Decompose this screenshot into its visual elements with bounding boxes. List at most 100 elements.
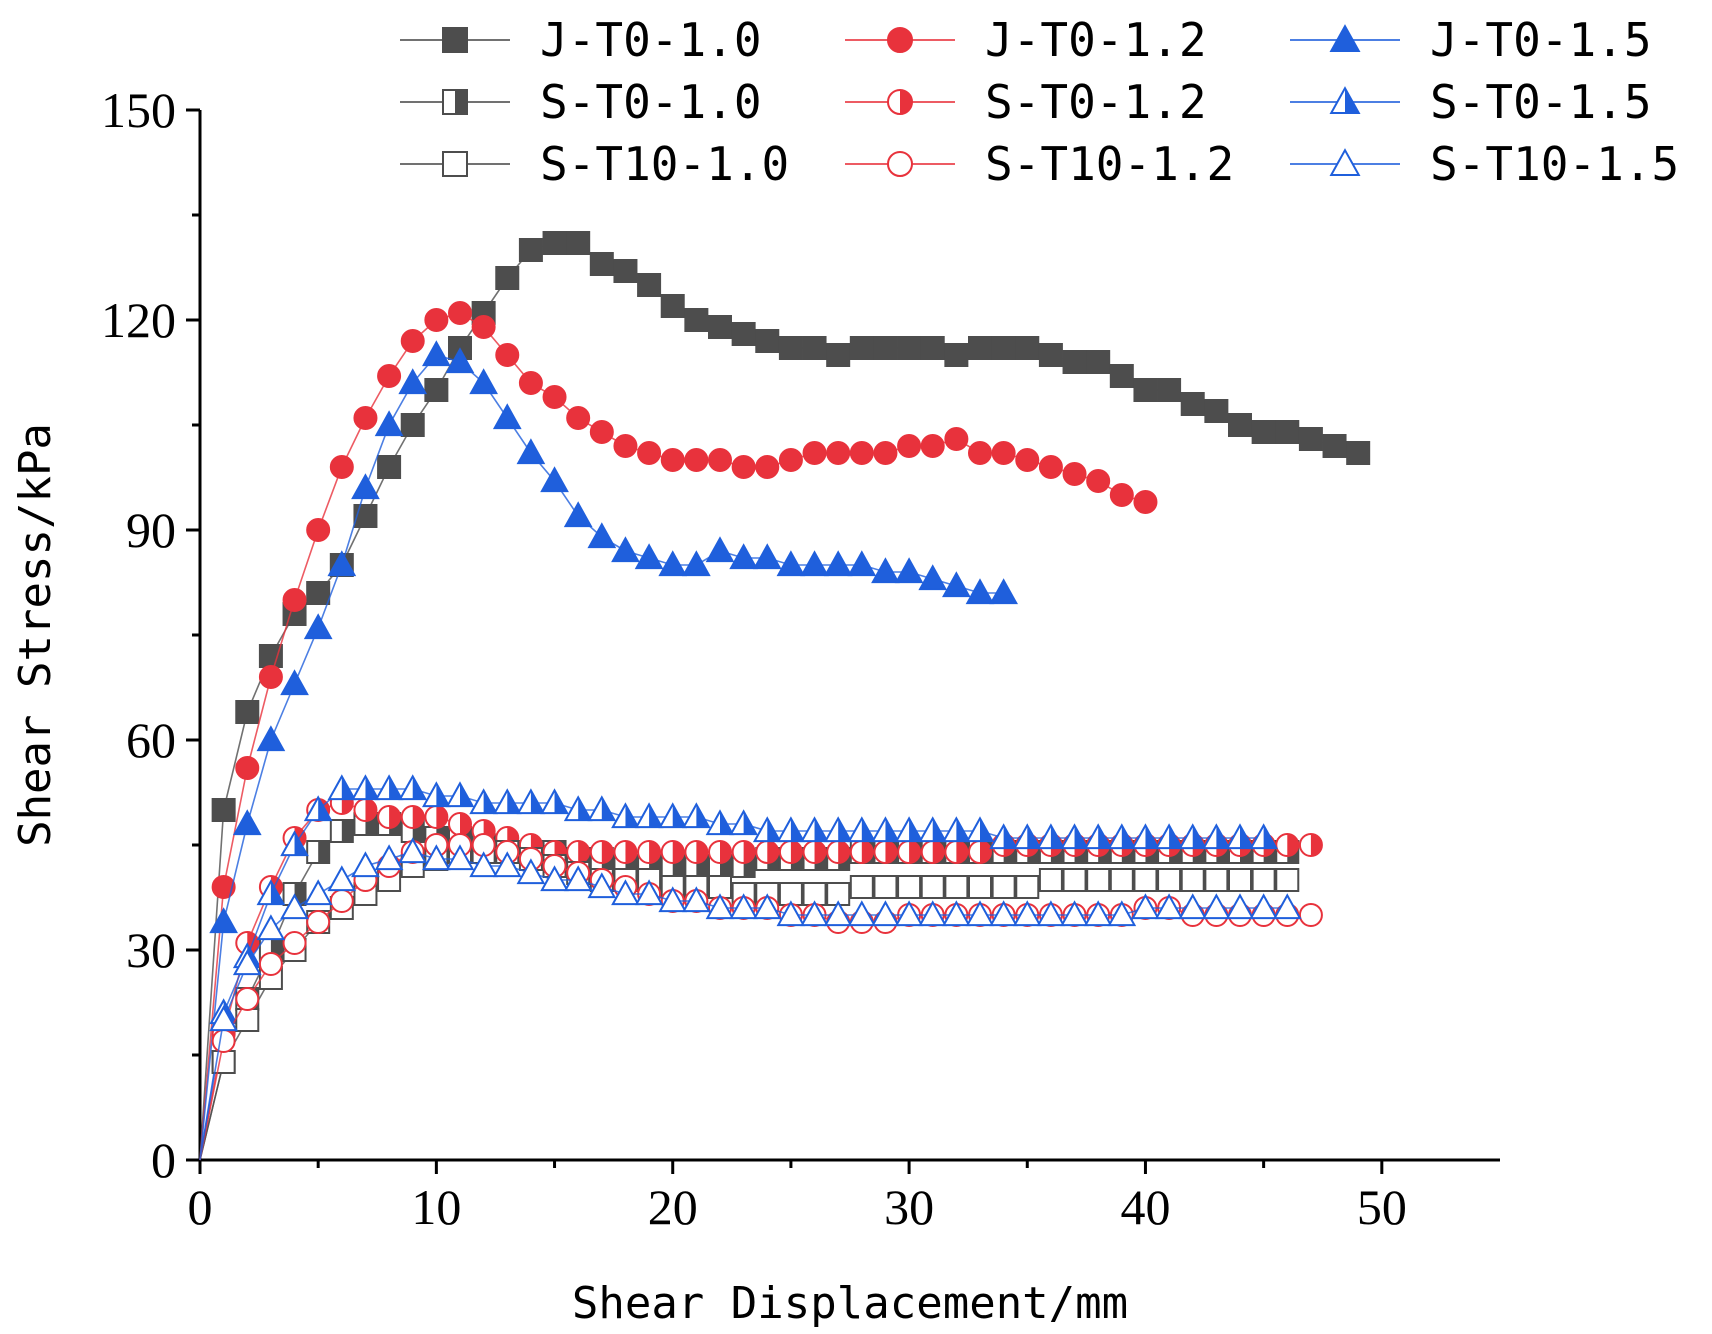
data-point-half	[909, 841, 921, 863]
data-point	[563, 865, 593, 892]
data-point	[495, 266, 520, 290]
legend-item: S-T0-1.0	[400, 75, 762, 129]
data-point	[400, 329, 425, 353]
data-point	[280, 669, 309, 696]
data-point	[1275, 420, 1300, 444]
data-point	[778, 336, 803, 360]
legend-label: J-T0-1.2	[985, 13, 1207, 67]
legend: J-T0-1.0 J-T0-1.2 J-T0-1.5 S-T0-1.0 S-T0-1.2…	[400, 13, 1679, 191]
data-point	[445, 347, 475, 374]
data-point	[1204, 399, 1229, 423]
data-point-half	[578, 841, 590, 863]
data-point	[209, 907, 238, 934]
data-point	[871, 900, 900, 927]
data-point	[1062, 868, 1087, 892]
data-point	[353, 504, 378, 528]
data-point	[1036, 900, 1066, 927]
legend-marker-half	[455, 90, 467, 114]
data-point	[1109, 868, 1134, 892]
data-point-half	[980, 818, 993, 842]
legend-item: J-T0-1.2	[845, 13, 1207, 67]
legend-marker-half	[900, 90, 912, 114]
data-point	[235, 756, 260, 780]
data-point-half	[365, 799, 377, 821]
data-point	[1107, 900, 1137, 927]
data-point	[991, 336, 1016, 360]
data-point	[708, 315, 732, 339]
data-point	[660, 448, 685, 472]
data-point	[849, 336, 874, 360]
data-point	[968, 441, 992, 465]
data-point-half	[341, 776, 355, 800]
data-point-half	[743, 811, 757, 835]
data-point	[235, 987, 260, 1011]
data-point	[424, 308, 449, 332]
data-point-half	[767, 841, 779, 863]
data-point	[918, 564, 948, 591]
data-point	[968, 875, 992, 899]
data-point-half	[365, 776, 379, 800]
x-axis-title: Shear Displacement/mm	[572, 1278, 1128, 1329]
data-point-half	[1287, 834, 1299, 856]
data-point	[1249, 893, 1278, 920]
data-point	[351, 851, 380, 878]
data-point	[944, 875, 969, 899]
legend-marker	[1329, 148, 1361, 177]
legend-label: J-T0-1.0	[540, 13, 762, 67]
data-point	[873, 336, 898, 360]
data-point	[1154, 893, 1184, 920]
data-point	[778, 448, 803, 472]
data-point	[1086, 469, 1111, 493]
data-point	[492, 851, 522, 878]
data-point-half	[460, 783, 473, 807]
data-point	[542, 385, 567, 409]
y-axis-title: Shear Stress/kPa	[10, 423, 61, 847]
series-S-T0-1.5	[199, 774, 1278, 1161]
data-point	[942, 571, 971, 598]
legend-label: J-T0-1.5	[1430, 13, 1652, 67]
data-point	[303, 879, 333, 906]
data-point	[944, 427, 969, 451]
data-point-half	[861, 818, 875, 842]
data-point	[1251, 420, 1276, 444]
data-point-half	[507, 790, 520, 814]
data-point-half	[601, 797, 615, 821]
data-point	[776, 550, 806, 577]
data-point	[424, 378, 449, 402]
axes	[198, 110, 1500, 1162]
data-point-half	[601, 841, 613, 863]
data-point	[258, 665, 283, 689]
data-point	[802, 441, 827, 465]
data-point	[1298, 427, 1323, 451]
legend-label: S-T10-1.5	[1430, 137, 1679, 191]
data-point	[1298, 903, 1323, 927]
series-layer	[199, 231, 1371, 1161]
data-point	[329, 889, 354, 913]
series-J-T0-1.0	[199, 231, 1371, 1161]
data-point-half	[790, 818, 804, 842]
data-point-half	[672, 841, 684, 863]
data-point	[684, 308, 709, 332]
data-point	[944, 343, 969, 367]
data-point-half	[649, 841, 661, 863]
data-point	[1083, 900, 1113, 927]
data-point-half	[885, 841, 897, 863]
data-point	[540, 865, 569, 892]
data-point	[918, 900, 948, 927]
data-point	[968, 336, 992, 360]
data-point	[800, 900, 829, 927]
data-point	[445, 844, 475, 871]
data-point-half	[318, 841, 330, 863]
data-point	[516, 858, 546, 885]
x-tick-label: 0	[188, 1179, 213, 1235]
data-point	[894, 900, 924, 927]
data-point-half	[720, 855, 731, 877]
data-point-half	[1240, 825, 1253, 849]
data-point-half	[294, 832, 308, 856]
data-point	[1109, 364, 1134, 388]
data-point	[942, 900, 971, 927]
data-point-half	[625, 855, 637, 877]
data-point	[991, 441, 1016, 465]
data-point	[729, 543, 758, 570]
data-point	[1178, 893, 1208, 920]
